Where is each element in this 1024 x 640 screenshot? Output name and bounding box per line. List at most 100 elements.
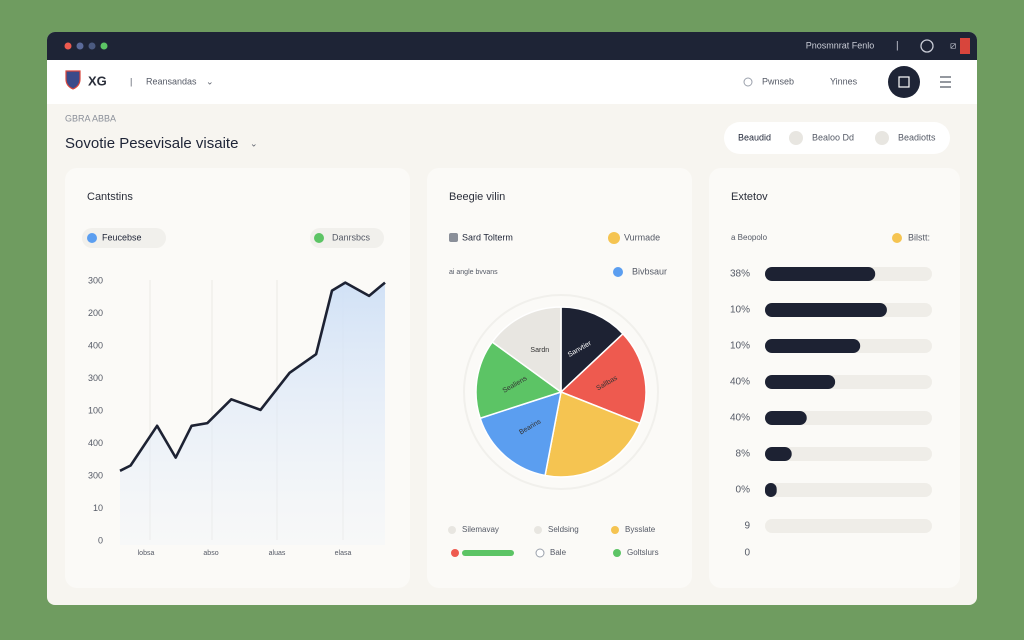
bar xyxy=(765,447,792,461)
y-label: 200 xyxy=(88,308,103,318)
nav-caret: ⌄ xyxy=(206,76,214,86)
filter[interactable]: Beaudid xyxy=(738,132,771,142)
bar-track xyxy=(765,411,932,425)
legend-label: Feucebse xyxy=(102,232,142,242)
content: Beaudid Bealoo Dd Beadiotts Cantstins Beegie… xyxy=(82,131,936,559)
pie-slice xyxy=(544,390,642,478)
x-label: abso xyxy=(203,550,218,557)
bar xyxy=(765,267,876,281)
account-icon[interactable] xyxy=(920,39,934,53)
row-label: 10% xyxy=(730,305,750,316)
y-label: 10 xyxy=(93,503,103,513)
key-label: Bysslate xyxy=(625,525,656,534)
card-title: Extetov xyxy=(731,191,768,203)
key-dot xyxy=(534,526,542,534)
nav-item[interactable]: Reansandas xyxy=(146,76,197,86)
legend-icon xyxy=(449,233,458,242)
row-label: 40% xyxy=(730,377,750,388)
filter-bar xyxy=(724,122,950,154)
y-label: 100 xyxy=(88,405,103,415)
card-title: Beegie vilin xyxy=(449,191,505,203)
pie-slice xyxy=(559,332,647,425)
legend-dot xyxy=(314,233,324,243)
window-dot[interactable] xyxy=(100,42,108,50)
key-dot xyxy=(448,526,456,534)
radio[interactable] xyxy=(743,77,753,87)
y-label: 400 xyxy=(88,340,103,350)
page-title: Sovotie Pesevisale visaite xyxy=(65,135,238,152)
pie-halo xyxy=(463,294,659,490)
x-label: aluas xyxy=(269,550,286,557)
row-label: 8% xyxy=(736,449,751,460)
key-label: Silemavay xyxy=(462,525,499,534)
logo-icon[interactable] xyxy=(65,70,81,90)
key-dot xyxy=(613,549,621,557)
key-label: Seldsing xyxy=(548,525,579,534)
card-title: Cantstins xyxy=(87,191,133,203)
grid-button[interactable] xyxy=(888,66,920,98)
filter[interactable]: Bealoo Dd xyxy=(812,132,854,142)
window-dot[interactable] xyxy=(64,42,72,50)
legend-label: Bilstt: xyxy=(908,232,930,242)
legend-label: Sard Tolterm xyxy=(462,232,513,242)
row-label: 38% xyxy=(730,269,750,280)
y-label: 300 xyxy=(88,373,103,383)
legend-pill xyxy=(310,228,384,248)
bar-track xyxy=(765,447,932,461)
key-dot xyxy=(611,526,619,534)
bar-track xyxy=(765,519,932,533)
row-label: 0 xyxy=(744,548,750,559)
row-label: 40% xyxy=(730,413,750,424)
bar xyxy=(765,339,861,353)
pie-slice xyxy=(479,390,562,477)
legend-dot xyxy=(613,267,623,277)
filter-dot[interactable] xyxy=(789,131,803,145)
eyebrow: GBRA ABBA xyxy=(65,113,116,123)
bar xyxy=(765,375,836,389)
row-label: 9 xyxy=(744,521,750,532)
bar xyxy=(765,411,807,425)
close-icon[interactable]: ⧄ xyxy=(950,41,956,52)
key-dot xyxy=(535,548,545,558)
badge xyxy=(960,38,970,54)
bar xyxy=(765,483,777,497)
x-label: lobsa xyxy=(138,550,155,557)
y-label: 300 xyxy=(88,470,103,480)
key-dot xyxy=(451,549,459,557)
header-option[interactable]: Yinnes xyxy=(830,76,858,86)
legend-label: Bivbsaur xyxy=(632,266,667,276)
separator: | xyxy=(896,41,899,52)
key-label: Bale xyxy=(550,548,567,557)
legend-dot xyxy=(608,232,620,244)
legend-dot xyxy=(892,233,902,243)
pie-slice xyxy=(475,340,563,420)
x-label: elasa xyxy=(335,550,352,557)
caption: ai angle bvvans xyxy=(449,269,498,276)
bar-track xyxy=(765,483,932,497)
filter-dot[interactable] xyxy=(875,131,889,145)
line xyxy=(119,281,386,472)
menu-icon[interactable] xyxy=(940,76,951,88)
key-bar xyxy=(462,550,514,556)
filter[interactable]: Beadiotts xyxy=(898,132,936,142)
nav-icon: | xyxy=(130,76,132,86)
legend-label: a Beopolo xyxy=(731,233,768,242)
logo[interactable]: XG xyxy=(88,73,107,88)
title-bar xyxy=(47,32,977,60)
window-dot[interactable] xyxy=(76,42,84,50)
legend-label: Vurmade xyxy=(624,232,660,242)
title-caret: ⌄ xyxy=(250,138,258,148)
key-label: Goltslurs xyxy=(627,548,659,557)
status-text: Pnosmnrat Fenlo xyxy=(806,40,875,50)
legend-label: Danrsbcs xyxy=(332,232,371,242)
header-option[interactable]: Pwnseb xyxy=(762,76,794,86)
y-label: 0 xyxy=(98,535,103,545)
bar xyxy=(765,303,887,317)
pie-slice xyxy=(491,306,562,394)
legend-pill xyxy=(82,228,166,248)
window-dot[interactable] xyxy=(88,42,96,50)
slice-label: Sardn xyxy=(530,347,549,354)
row-label: 0% xyxy=(736,485,751,496)
